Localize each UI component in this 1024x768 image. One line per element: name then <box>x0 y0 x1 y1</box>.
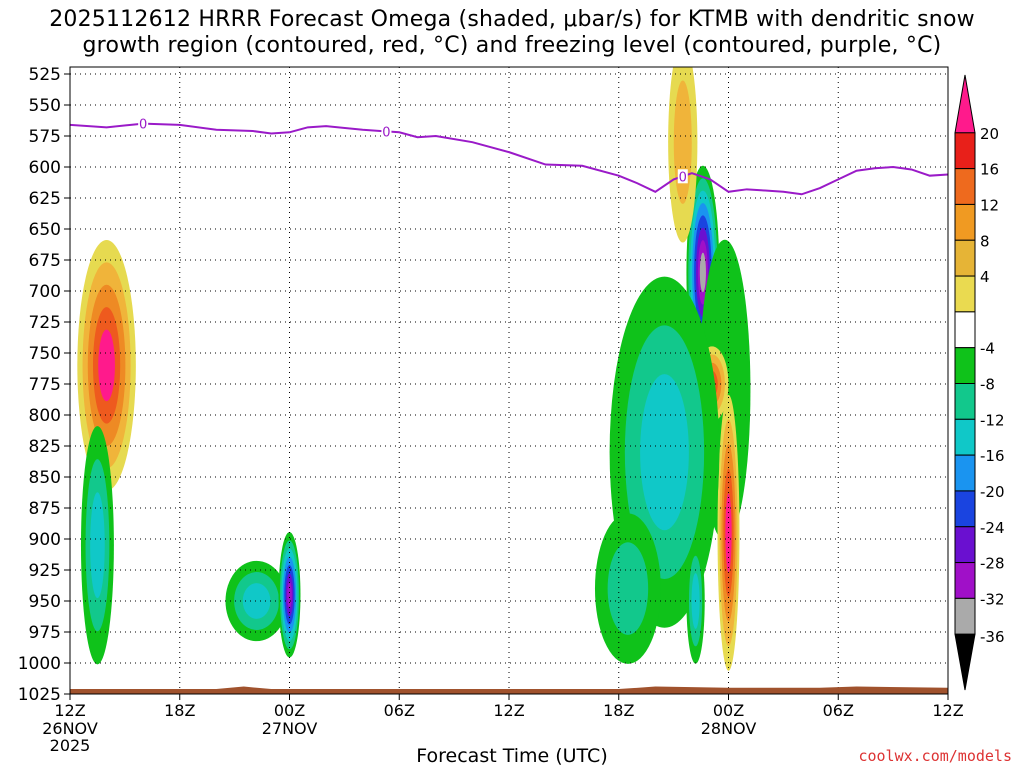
colorbar-label-2: 12 <box>980 196 999 214</box>
x-tick-label-6: 18Z <box>164 701 195 720</box>
colorbar-swatch-14 <box>954 597 976 635</box>
colorbar-swatch-3 <box>954 203 976 241</box>
y-tick-label-800: 800 <box>29 406 61 426</box>
colorbar-label-4: 4 <box>980 268 990 286</box>
colorbar-swatch-7 <box>954 347 976 384</box>
y-tick-label-775: 775 <box>29 375 61 395</box>
y-tick-label-825: 825 <box>29 437 61 457</box>
freezing-label-bg-0 <box>138 116 149 131</box>
y-tick-label-575: 575 <box>29 127 61 147</box>
y-tick-label-675: 675 <box>29 251 61 271</box>
x-tick-label-18: 06Z <box>384 701 415 720</box>
colorbar-label-7: -12 <box>980 411 1005 429</box>
x-tick-date-36: 28NOV <box>701 719 757 738</box>
y-tick-label-1025: 1025 <box>18 685 61 705</box>
y-tick-label-700: 700 <box>29 282 61 302</box>
omega-feature-4-level-7 <box>699 252 706 293</box>
colorbar-label-11: -28 <box>980 555 1005 573</box>
x-tick-label-0: 12Z <box>54 701 85 720</box>
y-tick-label-950: 950 <box>29 592 61 612</box>
omega-feature-2-level-2 <box>242 583 271 619</box>
colorbar-label-13: -36 <box>980 628 1005 646</box>
x-tick-label-36: 00Z <box>713 701 744 720</box>
freezing-level-label-1: 0 <box>382 125 390 140</box>
omega-feature-1-level-2 <box>90 492 105 599</box>
freezing-level-label-2: 0 <box>679 170 687 185</box>
omega-feature-11-level-1 <box>673 80 692 204</box>
omega-feature-9-level-1 <box>607 542 649 635</box>
colorbar-arrow-top <box>954 74 976 134</box>
freezing-level-layer: 0 0 0 <box>70 116 948 196</box>
x-tick-year-0: 2025 <box>50 736 91 755</box>
y-tick-label-925: 925 <box>29 561 61 581</box>
colorbar-swatch-6 <box>954 311 976 349</box>
y-tick-label-975: 975 <box>29 623 61 643</box>
y-tick-label-600: 600 <box>29 158 61 178</box>
colorbar-swatch-2 <box>954 168 976 205</box>
y-axis-ticks: 525 550 575 600 625 650 675 700 725 750 775 800 825 8… <box>18 65 70 705</box>
x-tick-label-48: 12Z <box>932 701 963 720</box>
colorbar-arrow-bottom <box>954 633 976 691</box>
omega-feature-8-level-2 <box>640 374 689 531</box>
colorbar-label-9: -20 <box>980 483 1005 501</box>
y-tick-label-625: 625 <box>29 189 61 209</box>
x-axis-title: Forecast Time (UTC) <box>416 745 608 767</box>
x-tick-date-12: 27NOV <box>262 719 318 738</box>
plot-background <box>70 67 948 694</box>
freezing-label-bg-2 <box>677 169 688 184</box>
omega-feature-0-level-4 <box>98 329 115 402</box>
y-tick-label-725: 725 <box>29 313 61 333</box>
colorbar-swatch-5 <box>954 275 976 313</box>
colorbar-swatch-13 <box>954 562 976 599</box>
x-tick-label-42: 06Z <box>823 701 854 720</box>
freezing-level-line <box>70 122 948 196</box>
x-tick-label-24: 12Z <box>493 701 524 720</box>
colorbar-label-8: -16 <box>980 447 1005 465</box>
y-tick-label-900: 900 <box>29 530 61 550</box>
colorbar-swatch-9 <box>954 418 976 456</box>
terrain-band <box>70 686 948 694</box>
chart-title-line-2: growth region (contoured, red, °C) and f… <box>82 33 942 58</box>
colorbar-swatch-4 <box>954 239 976 277</box>
freezing-label-bg-1 <box>381 124 392 139</box>
x-tick-date-0: 26NOV <box>42 719 98 738</box>
colorbar-label-1: 16 <box>980 161 999 179</box>
y-tick-label-750: 750 <box>29 344 61 364</box>
y-tick-label-650: 650 <box>29 220 61 240</box>
colorbar-label-5: -4 <box>980 340 995 358</box>
chart-title-line-1: 2025112612 HRRR Forecast Omega (shaded, … <box>49 7 975 32</box>
x-tick-label-12: 00Z <box>274 701 305 720</box>
y-tick-label-850: 850 <box>29 468 61 488</box>
omega-colorbar: 20 16 12 8 4 -4 -8 -12 -16 -20 -24 -28 -32 -36 <box>954 74 1005 691</box>
colorbar-swatch-12 <box>954 526 976 564</box>
colorbar-label-6: -8 <box>980 376 995 394</box>
colorbar-label-10: -24 <box>980 519 1005 537</box>
colorbar-swatch-11 <box>954 490 976 528</box>
y-tick-label-550: 550 <box>29 96 61 116</box>
colorbar-label-0: 20 <box>980 125 999 143</box>
y-tick-label-875: 875 <box>29 499 61 519</box>
terrain-shape <box>70 686 948 694</box>
colorbar-label-3: 8 <box>980 232 990 250</box>
colorbar-swatch-8 <box>954 383 976 420</box>
freezing-level-label-0: 0 <box>139 118 147 133</box>
y-tick-label-525: 525 <box>29 65 61 85</box>
y-tick-label-1000: 1000 <box>18 654 61 674</box>
x-tick-label-30: 18Z <box>603 701 634 720</box>
colorbar-swatch-10 <box>954 454 976 492</box>
credit-text: coolwx.com/models <box>858 747 1012 765</box>
omega-feature-3-level-6 <box>287 581 292 608</box>
colorbar-label-12: -32 <box>980 590 1005 608</box>
colorbar-swatch-1 <box>954 132 976 170</box>
